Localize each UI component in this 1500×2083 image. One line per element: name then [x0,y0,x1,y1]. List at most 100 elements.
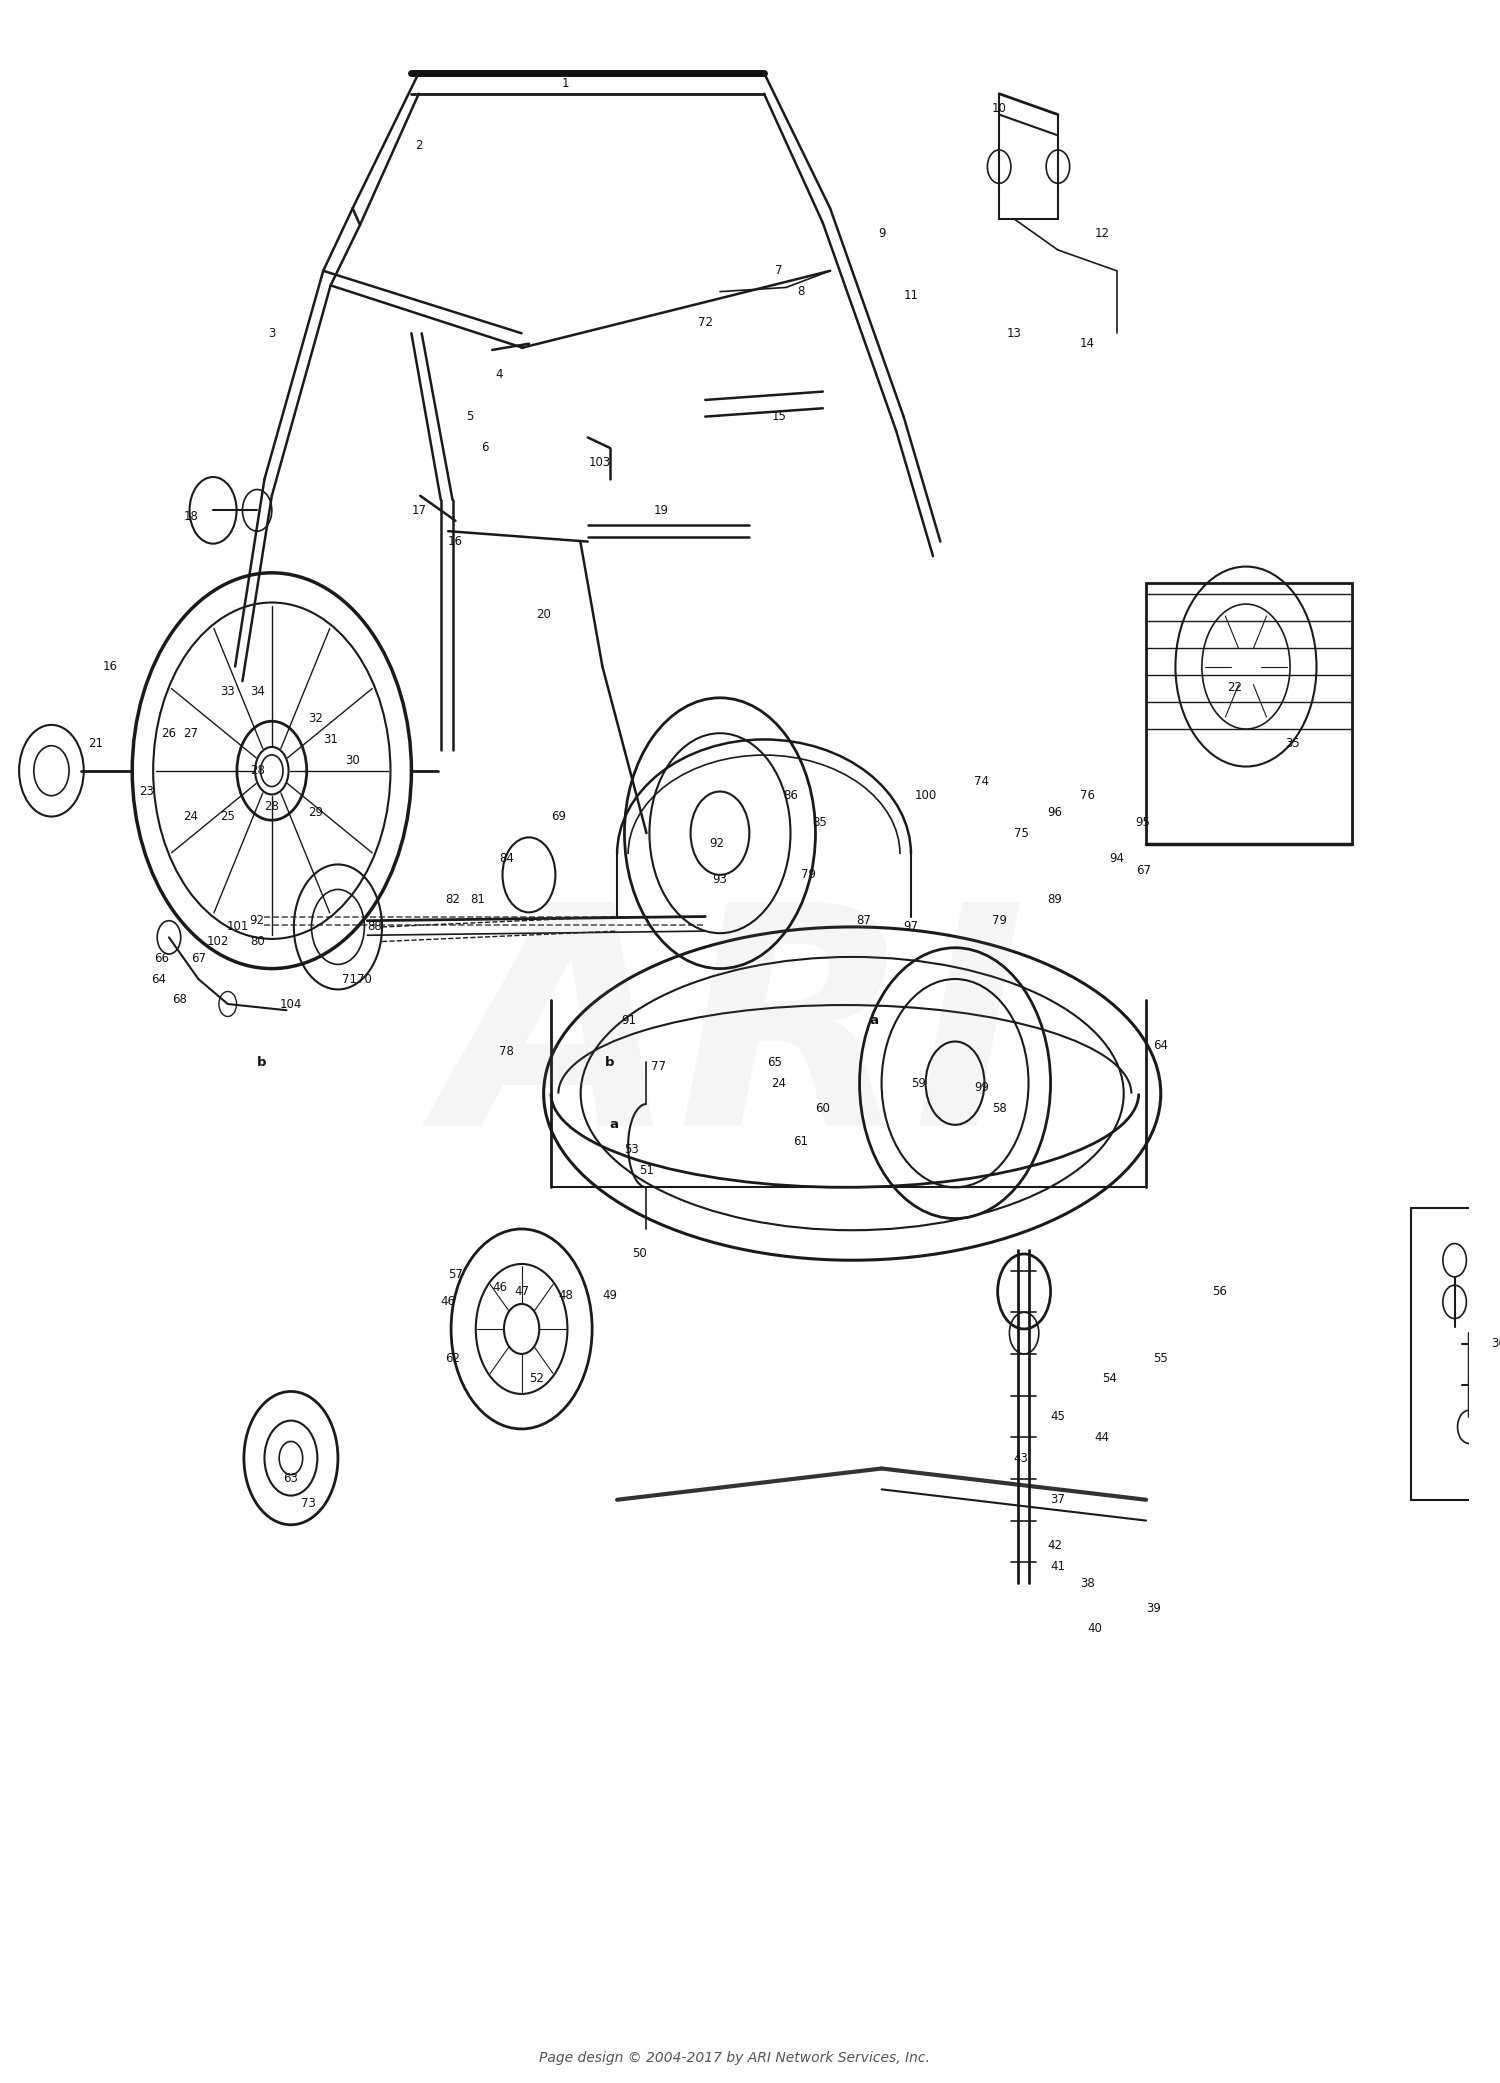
Text: 15: 15 [771,410,786,423]
Text: 79: 79 [992,914,1006,927]
Text: 28: 28 [249,764,264,777]
Text: 76: 76 [1080,789,1095,802]
Text: 5: 5 [466,410,474,423]
Text: 58: 58 [992,1102,1006,1114]
Text: 54: 54 [1102,1373,1118,1385]
Text: 66: 66 [154,952,170,964]
Text: 89: 89 [1047,894,1062,906]
Text: 69: 69 [550,810,566,823]
Text: 48: 48 [558,1289,573,1302]
Text: 34: 34 [249,685,264,698]
Text: 2: 2 [416,140,423,152]
Text: 67: 67 [190,952,206,964]
Text: 97: 97 [903,921,918,933]
Text: 85: 85 [813,817,828,829]
Text: 24: 24 [183,810,198,823]
Text: 51: 51 [639,1164,654,1177]
Text: 73: 73 [302,1498,316,1510]
Text: 80: 80 [251,935,264,948]
Text: 82: 82 [446,894,460,906]
Text: 91: 91 [621,1014,636,1027]
Text: 6: 6 [482,442,489,454]
Text: 4: 4 [496,369,504,381]
Text: 20: 20 [536,608,550,621]
Text: a: a [609,1119,618,1131]
Text: 40: 40 [1088,1623,1102,1635]
Text: 56: 56 [1212,1285,1227,1298]
Text: 72: 72 [698,317,712,329]
Text: 81: 81 [470,894,484,906]
Text: 99: 99 [974,1081,988,1094]
Text: 22: 22 [1227,681,1242,694]
Text: 29: 29 [309,806,324,819]
Text: 3: 3 [268,327,276,340]
Text: 9: 9 [878,227,885,240]
Text: 32: 32 [309,712,324,725]
Text: 60: 60 [816,1102,831,1114]
Text: 17: 17 [411,504,426,517]
Text: 50: 50 [632,1248,646,1260]
Text: 55: 55 [1154,1352,1168,1364]
Text: 12: 12 [1095,227,1110,240]
Text: 93: 93 [712,873,728,885]
Text: 14: 14 [1080,337,1095,350]
Text: 19: 19 [654,504,669,517]
Text: 1: 1 [562,77,570,90]
Text: 88: 88 [368,921,382,933]
Text: 38: 38 [1080,1577,1095,1589]
Text: 64: 64 [152,973,166,985]
Text: 96: 96 [1047,806,1062,819]
Text: 87: 87 [856,914,871,927]
Text: 65: 65 [766,1056,782,1069]
Text: 92: 92 [249,914,264,927]
Text: 37: 37 [1050,1494,1065,1506]
Text: 71: 71 [342,973,357,985]
Text: b: b [604,1056,615,1069]
Text: 67: 67 [1136,864,1150,877]
Text: 21: 21 [88,737,104,750]
Text: 62: 62 [446,1352,460,1364]
Text: 28: 28 [264,800,279,812]
Text: 92: 92 [710,837,724,850]
Text: 31: 31 [322,733,338,746]
Text: 11: 11 [903,290,918,302]
Text: 64: 64 [1154,1039,1168,1052]
Text: 59: 59 [910,1077,926,1089]
Text: 42: 42 [1047,1539,1062,1552]
Text: 30: 30 [345,754,360,767]
Text: 25: 25 [220,810,236,823]
Text: 7: 7 [776,265,783,277]
Text: 53: 53 [624,1144,639,1156]
Text: 63: 63 [284,1473,298,1485]
Text: 68: 68 [172,994,186,1006]
Text: 10: 10 [992,102,1006,115]
Text: 23: 23 [140,785,154,798]
Text: 46: 46 [492,1281,507,1294]
Text: 16: 16 [102,660,117,673]
Text: 95: 95 [1136,817,1150,829]
Text: 61: 61 [794,1135,808,1148]
Text: ARI: ARI [442,894,1028,1189]
Text: 43: 43 [1014,1452,1029,1464]
Text: 49: 49 [603,1289,618,1302]
Text: 79: 79 [801,869,816,881]
Text: 57: 57 [448,1269,464,1281]
Text: 36: 36 [1491,1337,1500,1350]
Text: 94: 94 [1108,852,1124,864]
Text: 13: 13 [1007,327,1022,340]
Text: 46: 46 [441,1296,456,1308]
Text: 70: 70 [357,973,372,985]
Text: 52: 52 [530,1373,543,1385]
Text: 47: 47 [514,1285,529,1298]
Text: 16: 16 [448,535,464,548]
Text: 41: 41 [1050,1560,1065,1573]
Text: 101: 101 [226,921,249,933]
Text: 35: 35 [1286,737,1300,750]
Text: 27: 27 [183,727,198,739]
Text: 74: 74 [974,775,988,787]
Text: 24: 24 [771,1077,786,1089]
Text: 86: 86 [783,789,798,802]
Text: 75: 75 [1014,827,1029,839]
Text: a: a [870,1014,879,1027]
Text: 8: 8 [796,285,804,298]
